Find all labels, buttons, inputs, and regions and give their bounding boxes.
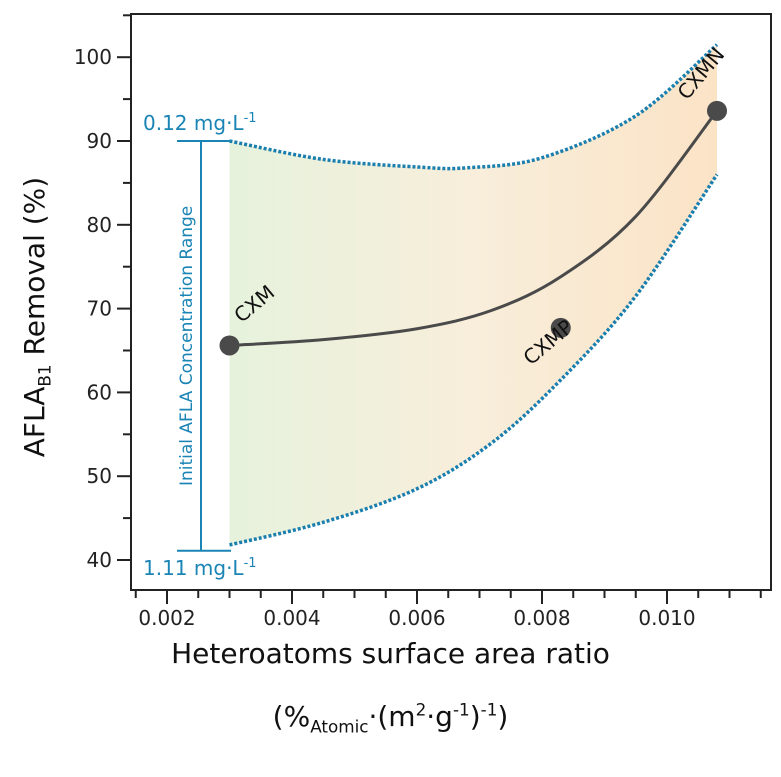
y-tick-label: 90 (87, 129, 112, 153)
data-point-cxmn (707, 100, 727, 121)
y-tick-label: 50 (87, 464, 112, 488)
range-bottom-label: 1.11 mg·L-1 (143, 556, 257, 580)
range-side-label: Initial AFLA Concentration Range (177, 206, 197, 486)
y-tick-label: 60 (87, 380, 112, 404)
x-axis-label: Heteroatoms surface area ratio (171, 637, 610, 670)
x-tick-label: 0.006 (388, 606, 445, 630)
y-tick-label: 70 (87, 297, 112, 321)
confidence-band-fill (229, 44, 717, 545)
y-tick-label: 80 (87, 213, 112, 237)
x-tick-label: 0.002 (138, 606, 195, 630)
x-tick-label: 0.004 (263, 606, 320, 630)
range-top-label: 0.12 mg·L-1 (143, 111, 257, 135)
upper-band-line (229, 43, 719, 171)
x-tick-label: 0.008 (513, 606, 570, 630)
axis-ticks: 0.002 0.004 0.006 0.008 0.010 40 50 60 70 80 90 100 (74, 14, 762, 630)
x-tick-label: 0.010 (638, 606, 695, 630)
lower-band-line (229, 173, 719, 547)
concentration-range-bar: 0.12 mg·L-1 1.11 mg·L-1 Initial AFLA Conce… (143, 111, 257, 580)
data-point-cxmp (550, 317, 571, 338)
y-tick-label: 40 (87, 548, 112, 572)
plot-frame (130, 13, 772, 591)
x-axis-units: (%Atomic·(m2·g-1)-1) (272, 699, 509, 737)
y-tick-label: 100 (74, 45, 112, 69)
y-axis-label: AFLAB1 Removal (%) (18, 176, 55, 458)
fit-curve (229, 109, 719, 347)
data-point-cxm (219, 335, 240, 356)
